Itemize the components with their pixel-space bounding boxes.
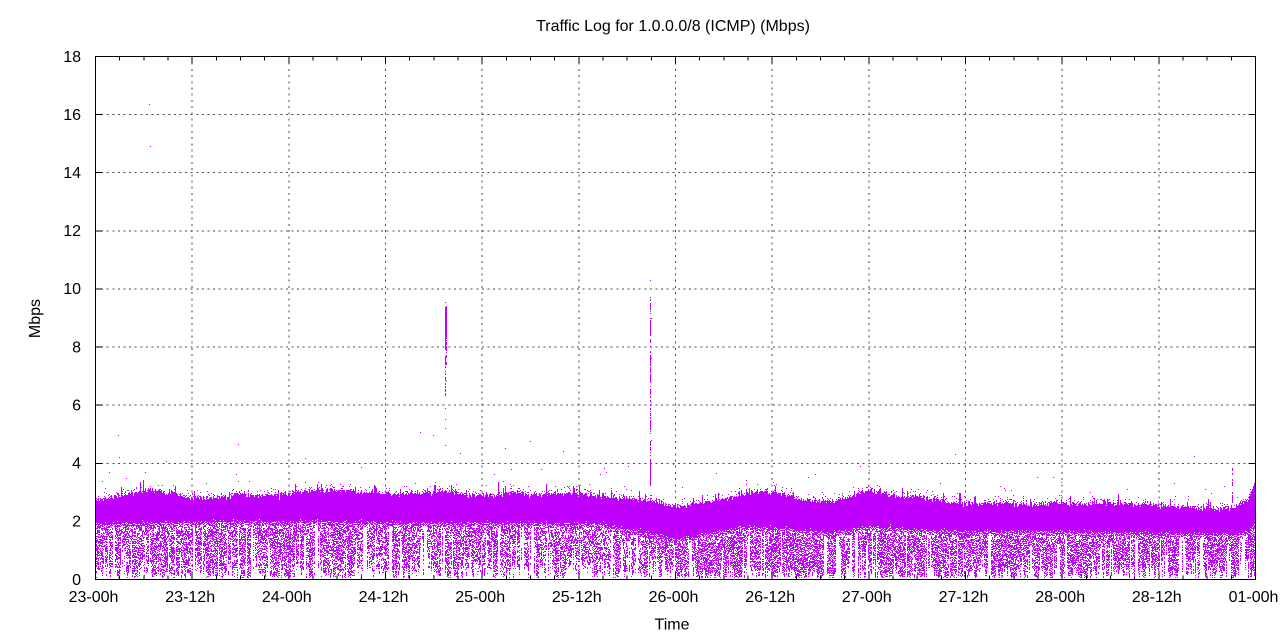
svg-text:Time: Time (655, 617, 690, 634)
svg-text:8: 8 (72, 339, 81, 356)
svg-text:25-12h: 25-12h (552, 589, 602, 606)
svg-text:0: 0 (72, 572, 81, 589)
svg-text:26-12h: 26-12h (745, 589, 795, 606)
svg-text:26-00h: 26-00h (649, 589, 699, 606)
svg-text:01-00h: 01-00h (1229, 589, 1279, 606)
svg-text:24-00h: 24-00h (262, 589, 312, 606)
svg-text:4: 4 (72, 456, 81, 473)
svg-text:16: 16 (63, 107, 81, 124)
svg-text:27-12h: 27-12h (939, 589, 989, 606)
svg-text:2: 2 (72, 514, 81, 531)
svg-text:Traffic Log for 1.0.0.0/8 (ICM: Traffic Log for 1.0.0.0/8 (ICMP) (Mbps) (536, 18, 810, 35)
svg-text:23-12h: 23-12h (165, 589, 215, 606)
svg-text:14: 14 (63, 165, 81, 182)
svg-text:Mbps: Mbps (27, 299, 44, 338)
svg-text:24-12h: 24-12h (359, 589, 409, 606)
svg-text:10: 10 (63, 281, 81, 298)
svg-text:27-00h: 27-00h (842, 589, 892, 606)
svg-text:23-00h: 23-00h (69, 589, 119, 606)
svg-text:12: 12 (63, 223, 81, 240)
svg-text:28-12h: 28-12h (1132, 589, 1182, 606)
svg-text:6: 6 (72, 398, 81, 415)
svg-text:28-00h: 28-00h (1035, 589, 1085, 606)
svg-text:18: 18 (63, 49, 81, 66)
svg-text:25-00h: 25-00h (455, 589, 505, 606)
